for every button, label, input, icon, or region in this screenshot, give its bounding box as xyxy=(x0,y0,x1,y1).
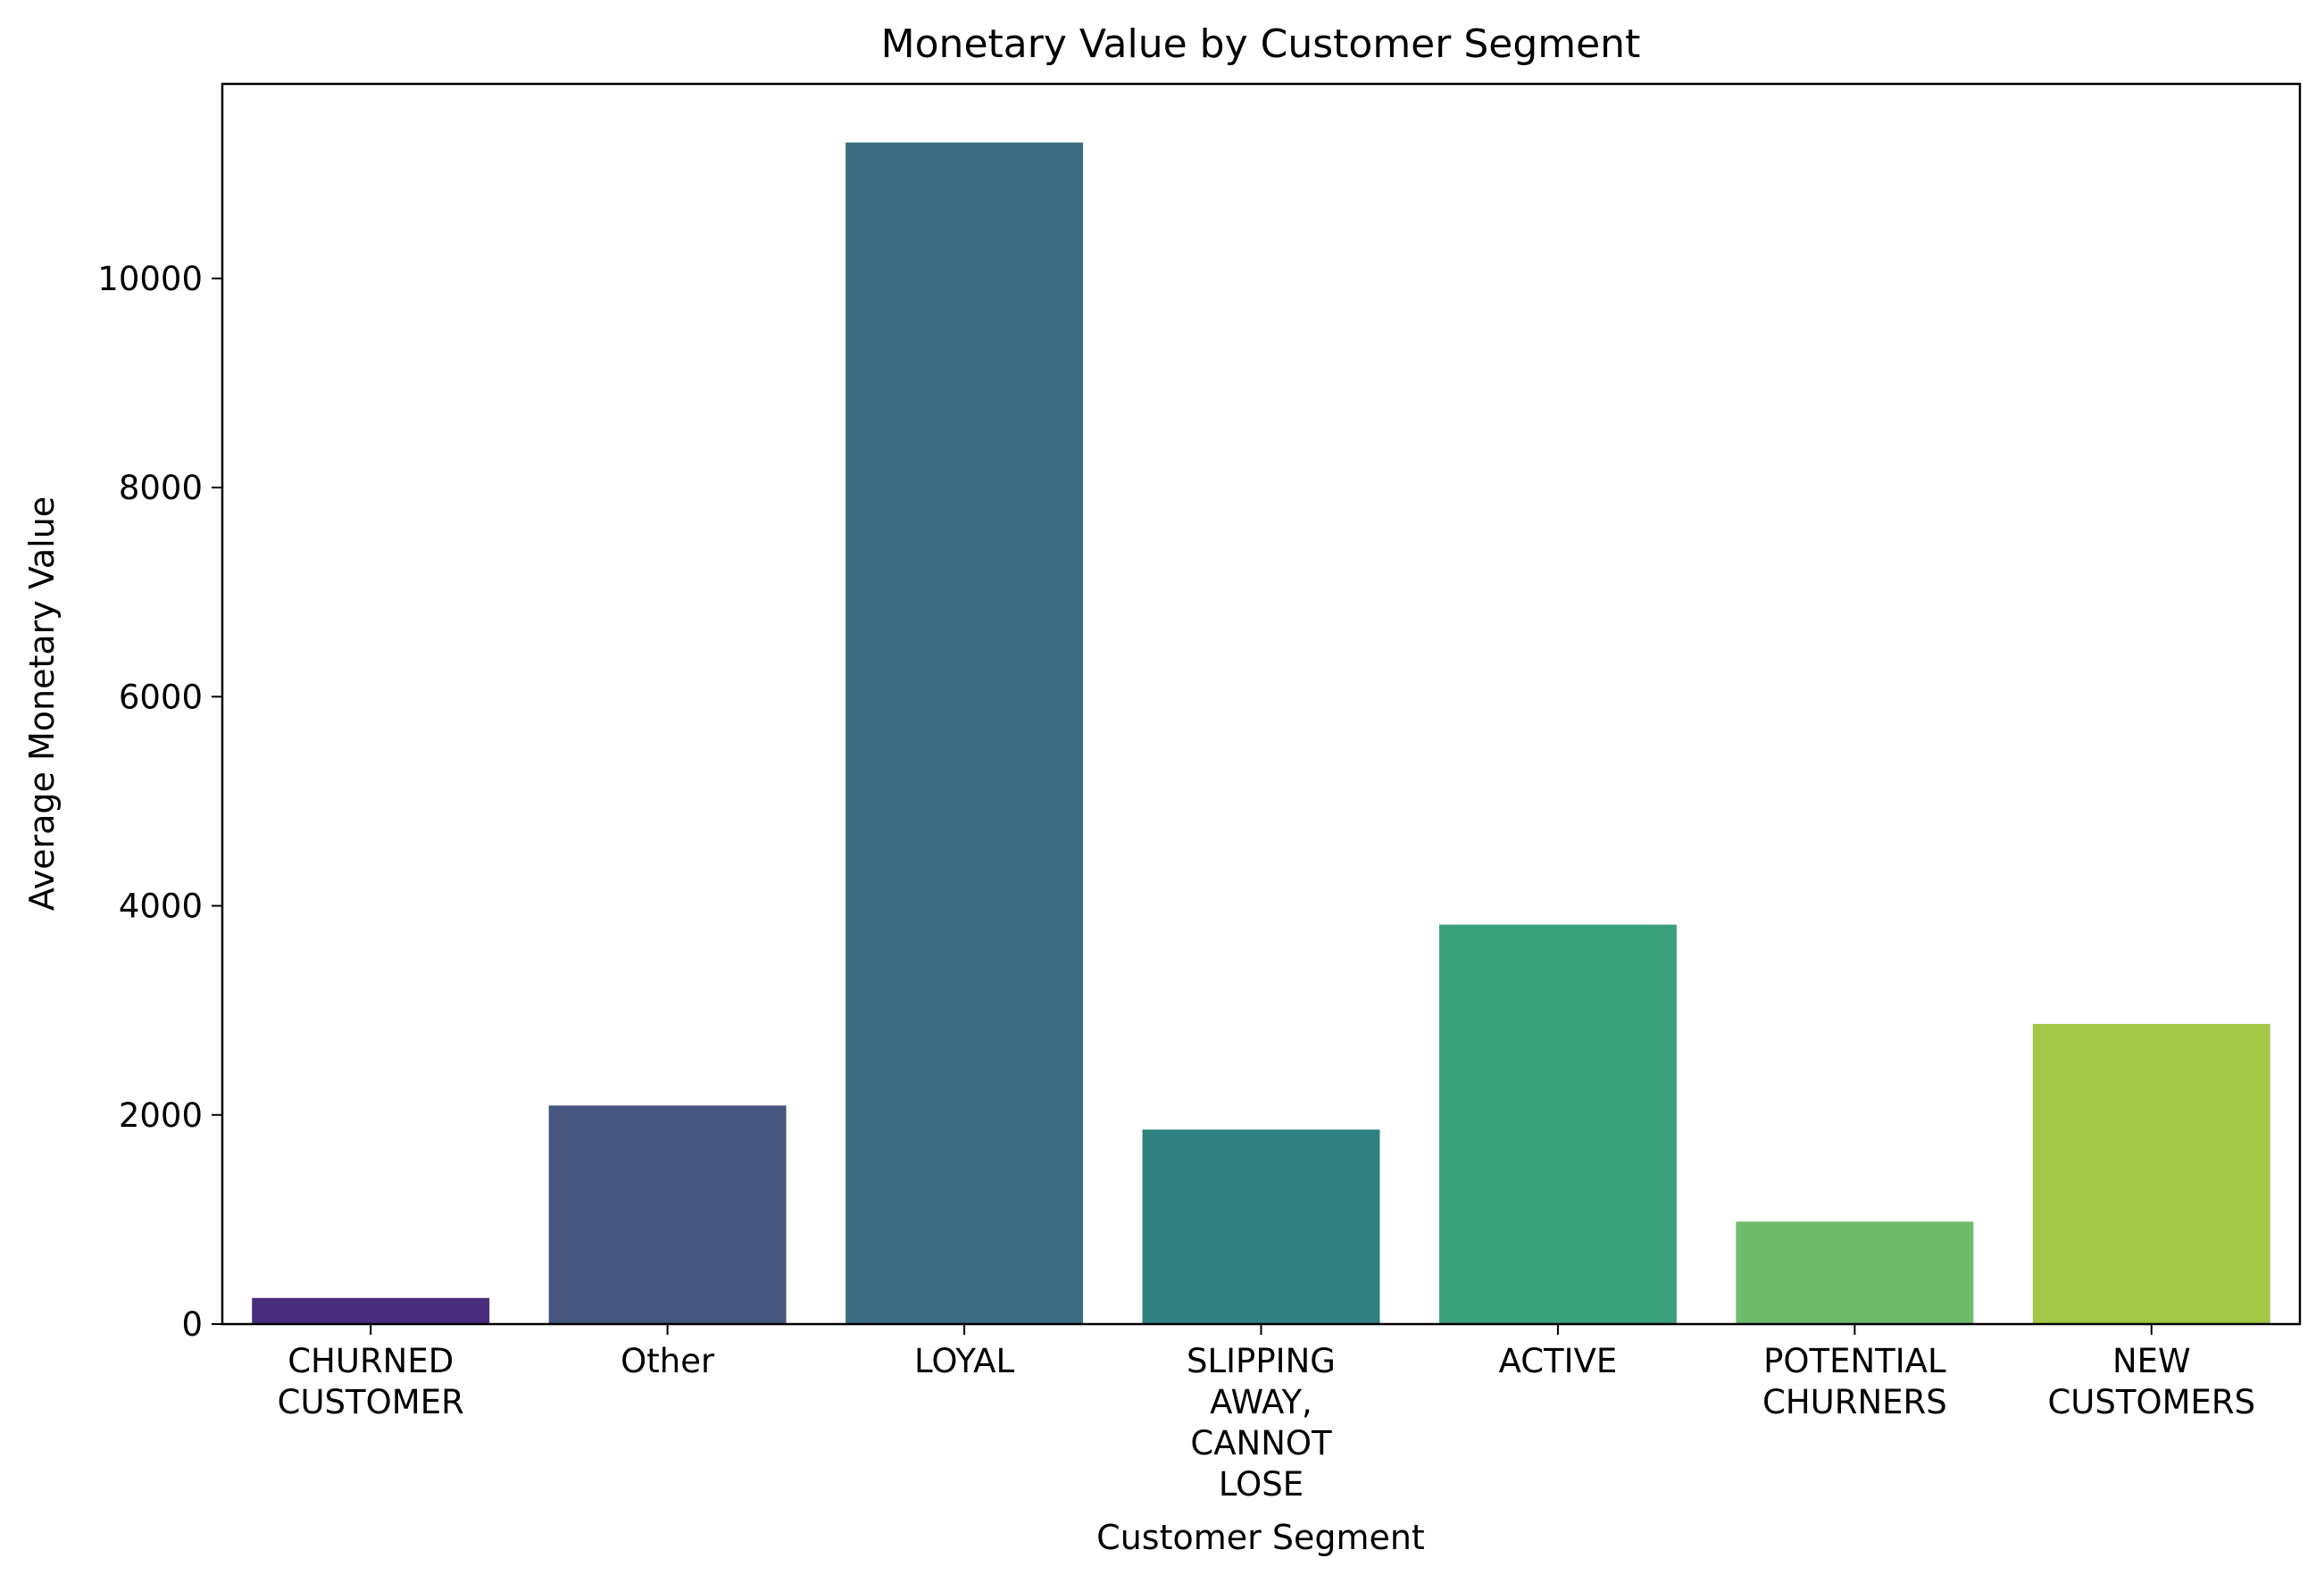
bar-active xyxy=(1438,924,1677,1324)
y-tick-label: 6000 xyxy=(119,678,203,716)
bar-slipping-away-cannot-lose xyxy=(1142,1129,1380,1324)
bars-group xyxy=(252,142,2270,1325)
bar-loyal xyxy=(845,142,1084,1325)
y-tick-label: 0 xyxy=(181,1305,203,1344)
ticks-group: CHURNED CUSTOMER Other LOYAL SLIPPING AWAY, CA… xyxy=(97,260,2255,1504)
x-tick-label: NEW CUSTOMERS xyxy=(2047,1342,2255,1421)
x-tick-label: Other xyxy=(621,1342,715,1380)
y-axis-label: Average Monetary Value xyxy=(22,496,62,911)
y-tick-label: 8000 xyxy=(119,469,203,507)
x-tick-label: CHURNED CUSTOMER xyxy=(278,1342,464,1421)
y-tick-label: 2000 xyxy=(119,1096,203,1135)
x-tick-label: POTENTIAL CHURNERS xyxy=(1762,1342,1947,1421)
bar-churned-customer xyxy=(252,1297,490,1324)
y-tick-label: 4000 xyxy=(119,887,203,926)
x-tick-label: LOYAL xyxy=(914,1342,1014,1380)
bar-potential-churners xyxy=(1736,1221,1974,1324)
bar-new-customers xyxy=(2032,1023,2270,1324)
x-axis-label: Customer Segment xyxy=(1096,1518,1425,1557)
y-tick-label: 10000 xyxy=(97,260,203,298)
x-tick-label: ACTIVE xyxy=(1499,1342,1618,1380)
chart-title: Monetary Value by Customer Segment xyxy=(881,21,1641,67)
plot-area-frame xyxy=(221,82,2302,1326)
x-tick-label: SLIPPING AWAY, CANNOT LOSE xyxy=(1187,1342,1336,1504)
bar-other xyxy=(548,1105,787,1324)
